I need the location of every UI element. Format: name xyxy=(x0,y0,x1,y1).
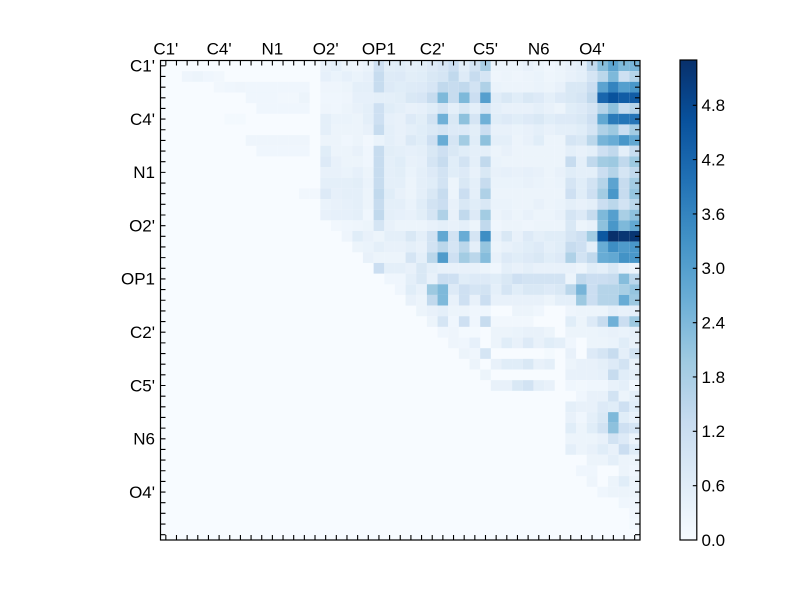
svg-text:OP1: OP1 xyxy=(121,270,155,289)
svg-text:4.2: 4.2 xyxy=(702,150,726,169)
svg-text:N6: N6 xyxy=(133,430,155,449)
svg-text:4.8: 4.8 xyxy=(702,96,726,115)
svg-text:O4': O4' xyxy=(129,483,155,502)
svg-text:C1': C1' xyxy=(153,40,178,59)
svg-text:O2': O2' xyxy=(129,216,155,235)
svg-text:N1: N1 xyxy=(262,40,284,59)
svg-text:N6: N6 xyxy=(528,40,550,59)
svg-text:C1': C1' xyxy=(130,57,155,76)
svg-text:C5': C5' xyxy=(130,376,155,395)
svg-text:C5': C5' xyxy=(473,40,498,59)
svg-text:C4': C4' xyxy=(207,40,232,59)
svg-text:1.8: 1.8 xyxy=(702,368,726,387)
svg-text:C4': C4' xyxy=(130,110,155,129)
svg-text:3.0: 3.0 xyxy=(702,259,726,278)
svg-text:N1: N1 xyxy=(133,163,155,182)
svg-text:C2': C2' xyxy=(420,40,445,59)
svg-text:0.0: 0.0 xyxy=(702,531,726,550)
svg-text:1.2: 1.2 xyxy=(702,422,726,441)
svg-text:O2': O2' xyxy=(313,40,339,59)
svg-text:OP1: OP1 xyxy=(362,40,396,59)
svg-text:0.6: 0.6 xyxy=(702,476,726,495)
svg-text:3.6: 3.6 xyxy=(702,205,726,224)
svg-text:2.4: 2.4 xyxy=(702,313,726,332)
svg-text:O4': O4' xyxy=(579,40,605,59)
svg-text:C2': C2' xyxy=(130,323,155,342)
